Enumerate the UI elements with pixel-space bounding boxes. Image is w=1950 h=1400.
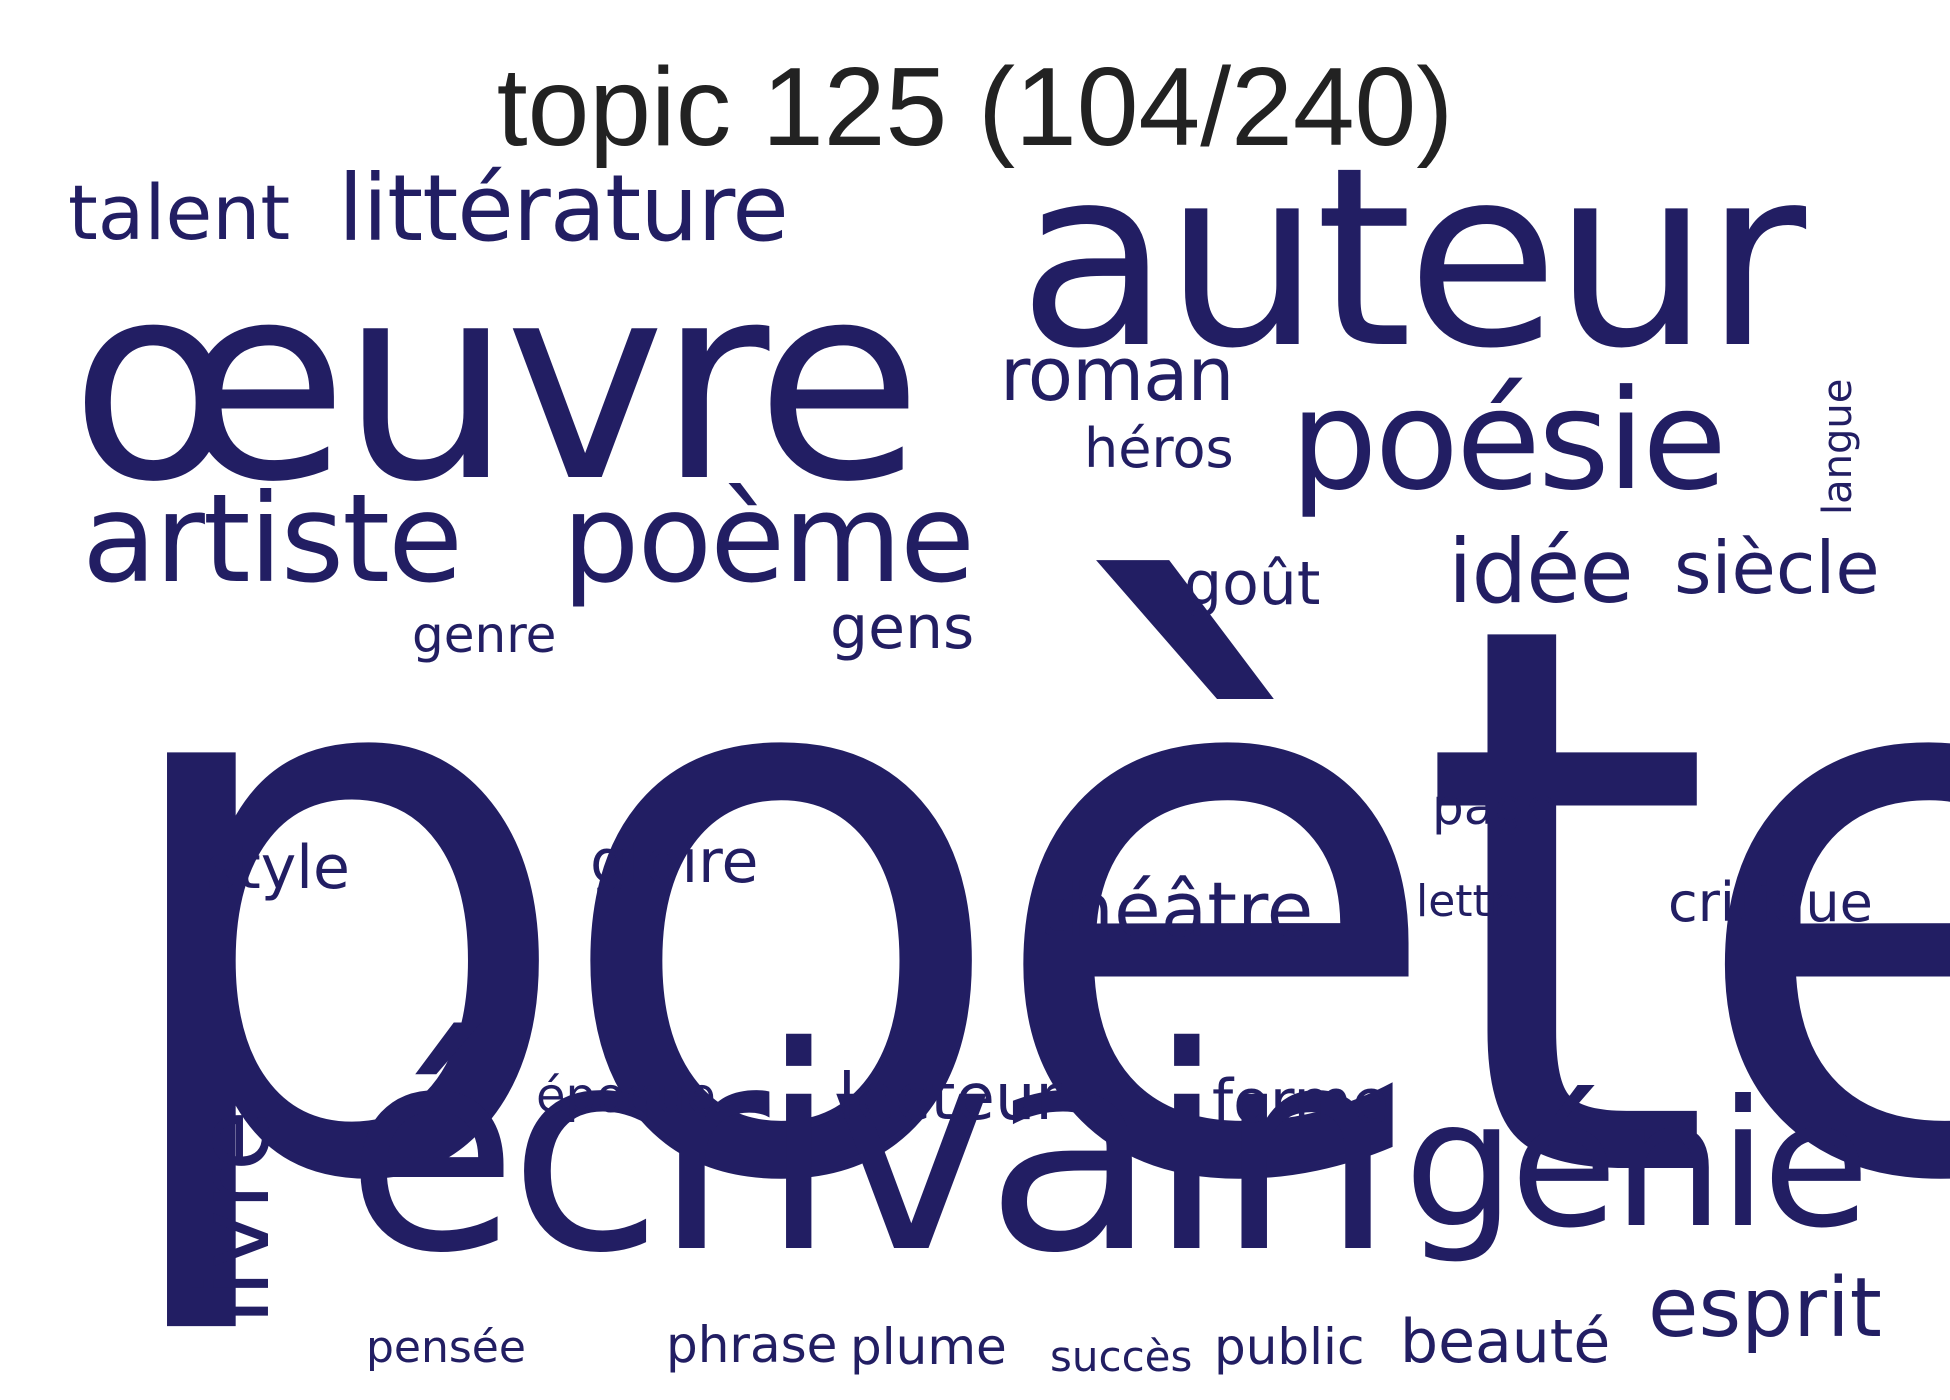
cloud-title: topic 125 (104/240) (496, 45, 1454, 169)
word-litterature: littérature (338, 155, 789, 262)
word-gout: goût (1184, 549, 1321, 619)
word-page: page (1432, 778, 1557, 836)
word-beaute: beauté (1400, 1307, 1611, 1377)
word-auteur: auteur (1018, 115, 1806, 403)
word-idee: idée (1448, 520, 1634, 623)
word-genie: génie (1404, 1064, 1870, 1267)
word-talent: talent (68, 168, 291, 257)
word-heros: héros (1084, 417, 1234, 480)
word-poeme: poème (562, 468, 975, 610)
word-succes: succès (1050, 1332, 1193, 1381)
word-gens: gens (830, 593, 975, 663)
word-poesie: poésie (1290, 360, 1727, 521)
word-esprit: esprit (1648, 1261, 1882, 1356)
word-theatre: théâtre (1036, 865, 1314, 954)
word-siecle: siècle (1674, 526, 1880, 610)
word-poete: poète (98, 464, 1950, 1348)
word-phrase: phrase (666, 1316, 838, 1374)
word-public: public (1214, 1318, 1365, 1376)
word-epoque: époque (536, 1068, 716, 1124)
word-langue: langue (1815, 378, 1861, 515)
word-artiste: artiste (82, 468, 463, 610)
word-lecteur: lecteur (838, 1061, 1062, 1135)
word-style: style (206, 833, 350, 903)
word-lettre: lettre (1416, 876, 1534, 927)
word-forme: forme (1212, 1067, 1389, 1137)
word-critique: critique (1668, 871, 1873, 934)
word-pensee: pensée (366, 1322, 526, 1373)
word-gloire: gloire (590, 827, 759, 897)
word-livre: livre (175, 1109, 292, 1325)
word-ecrivain: écrivain (345, 986, 1395, 1315)
word-plume: plume (850, 1318, 1007, 1376)
word-oeuvre: œuvre (70, 226, 923, 542)
word-genre: genre (412, 606, 557, 664)
word-roman: roman (1000, 332, 1234, 418)
